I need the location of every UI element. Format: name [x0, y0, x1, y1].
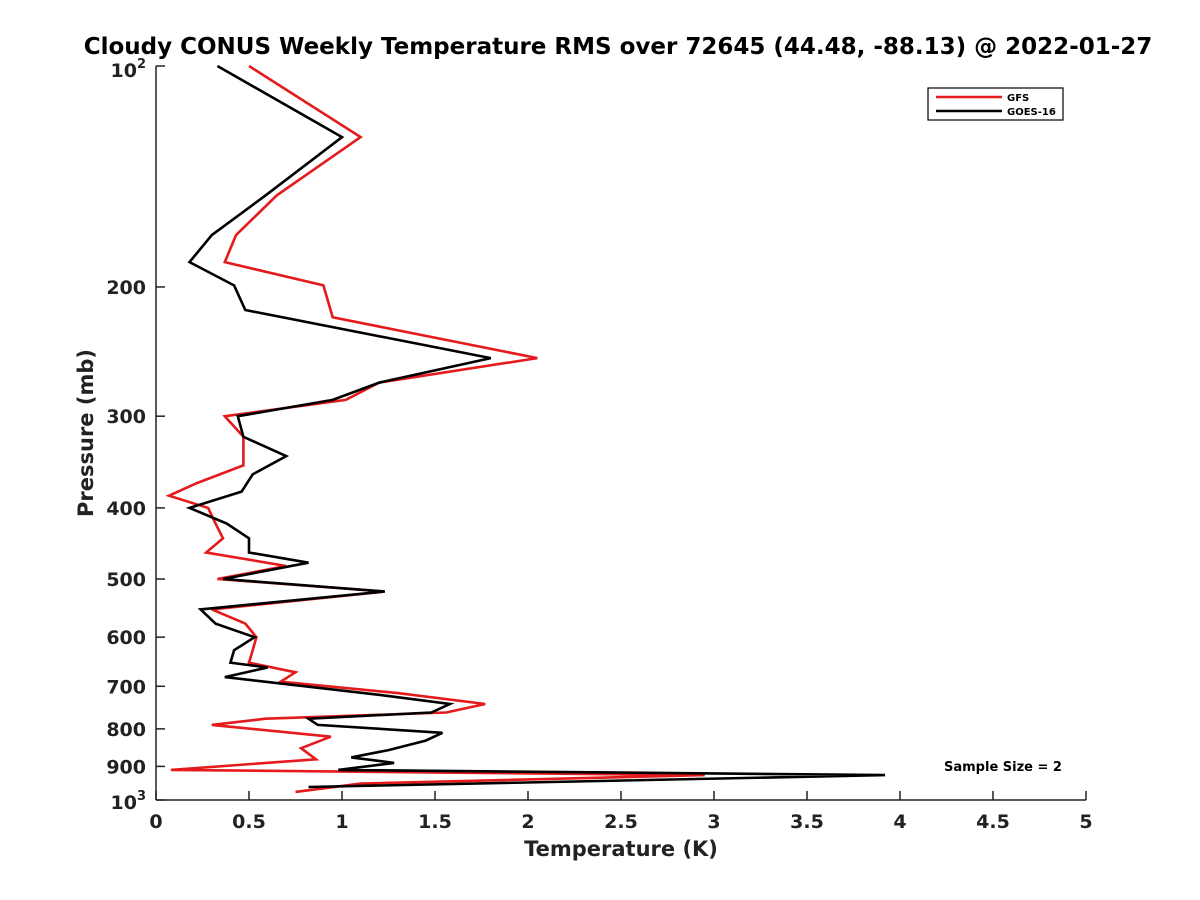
- y-tick-label: 500: [106, 569, 146, 591]
- legend: GFS GOES-16: [927, 87, 1064, 121]
- x-tick-label: 3.5: [790, 811, 824, 833]
- y-tick-label: 900: [106, 756, 146, 778]
- y-tick-label: 400: [106, 498, 146, 520]
- y-tick-label-bottom: 103: [111, 789, 147, 814]
- plot-area: [155, 66, 1086, 801]
- y-tick-top-base: 10: [111, 60, 137, 82]
- series-line-gfs: [165, 64, 705, 794]
- x-tick-label: 2: [521, 811, 534, 833]
- y-axis-ticks: 200 300 400 500 600 700 800 900: [106, 65, 165, 801]
- legend-box: [927, 87, 1064, 121]
- x-axis-ticks: 0 0.5 1 1.5 2 2.5 3 3.5 4 4.5 5: [149, 791, 1093, 833]
- chart-title: Cloudy CONUS Weekly Temperature RMS over…: [84, 34, 1153, 60]
- y-tick-bottom-base: 10: [111, 792, 137, 814]
- legend-label-gfs: GFS: [1007, 93, 1029, 104]
- x-tick-label: 1: [335, 811, 348, 833]
- x-tick-label: 5: [1079, 811, 1092, 833]
- x-tick-label: 0.5: [232, 811, 266, 833]
- x-tick-label: 1.5: [418, 811, 452, 833]
- y-tick-label-top: 102: [111, 57, 147, 82]
- y-tick-label: 800: [106, 719, 146, 741]
- y-tick-label: 600: [106, 627, 146, 649]
- series-layer: [165, 64, 886, 794]
- legend-label-goes-16: GOES-16: [1007, 107, 1056, 118]
- y-tick-bottom-exponent: 3: [137, 789, 146, 804]
- y-tick-label: 200: [106, 277, 146, 299]
- x-tick-label: 2.5: [604, 811, 638, 833]
- sample-size-annotation: Sample Size = 2: [944, 760, 1062, 775]
- x-tick-label: 3: [707, 811, 720, 833]
- x-tick-label: 4.5: [976, 811, 1010, 833]
- x-tick-label: 4: [893, 811, 906, 833]
- series-line-goes-16: [185, 64, 886, 789]
- y-axis-label: Pressure (mb): [74, 349, 98, 517]
- x-axis-label: Temperature (K): [524, 837, 718, 861]
- y-tick-label: 700: [106, 676, 146, 698]
- y-tick-label: 300: [106, 406, 146, 428]
- x-tick-label: 0: [149, 811, 162, 833]
- y-tick-top-exponent: 2: [137, 57, 146, 72]
